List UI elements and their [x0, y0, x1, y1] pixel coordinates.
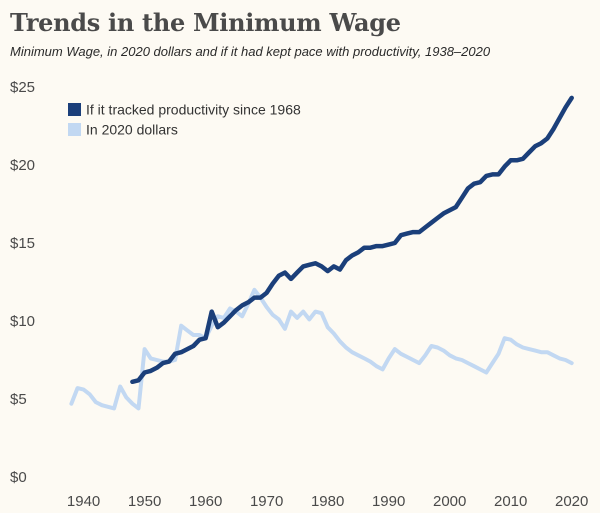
x-axis-ticks: 1940 1950 1960 1970 1980 1990 2000 2010 2020	[67, 493, 588, 510]
y-tick-label: $25	[10, 79, 35, 96]
chart-title: Trends in the Minimum Wage	[10, 8, 401, 37]
series-line-0	[130, 95, 574, 385]
chart-subtitle: Minimum Wage, in 2020 dollars and if it …	[10, 44, 491, 59]
x-tick-label: 1990	[372, 493, 405, 510]
x-tick-label: 1960	[189, 493, 222, 510]
legend-swatch-0	[68, 103, 81, 116]
x-tick-label: 1940	[67, 493, 100, 510]
legend: If it tracked productivity since 1968 In …	[68, 102, 301, 138]
x-tick-label: 1980	[311, 493, 344, 510]
y-tick-label: $0	[10, 469, 27, 486]
x-tick-label: 2000	[433, 493, 466, 510]
series-layer	[69, 95, 574, 411]
x-tick-label: 1970	[250, 493, 283, 510]
legend-label-1: In 2020 dollars	[86, 122, 178, 138]
y-axis-ticks: $0 $5 $10 $15 $20 $25	[10, 79, 35, 486]
x-tick-label: 2020	[555, 493, 588, 510]
legend-label-0: If it tracked productivity since 1968	[86, 102, 301, 118]
x-tick-label: 1950	[128, 493, 161, 510]
series-line-1	[69, 287, 574, 411]
y-tick-label: $5	[10, 391, 27, 408]
y-tick-label: $10	[10, 313, 35, 330]
x-tick-label: 2010	[494, 493, 527, 510]
legend-swatch-1	[68, 123, 81, 136]
y-tick-label: $20	[10, 157, 35, 174]
y-tick-label: $15	[10, 235, 35, 252]
